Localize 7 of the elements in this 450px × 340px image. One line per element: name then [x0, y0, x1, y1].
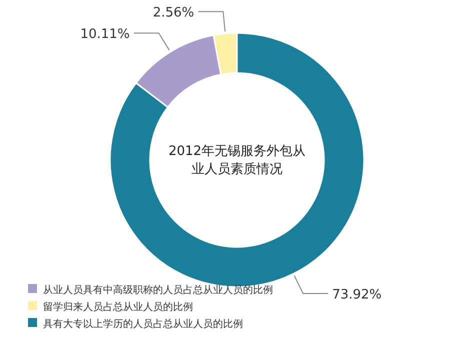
data-label: 2.56% [152, 6, 194, 21]
legend-label: 从业人员具有中高级职称的人员占总从业人员的比例 [43, 284, 273, 296]
text: 2012年无锡服务外包从业人员素质情况 [168, 144, 306, 177]
data-label: 10.11% [80, 27, 130, 42]
legend-label: 留学归来人员占总从业人员的比例 [43, 301, 193, 313]
data-label: 73.92% [332, 288, 382, 303]
legend-label: 具有大专以上学历的人员占总从业人员的比例 [43, 318, 243, 330]
